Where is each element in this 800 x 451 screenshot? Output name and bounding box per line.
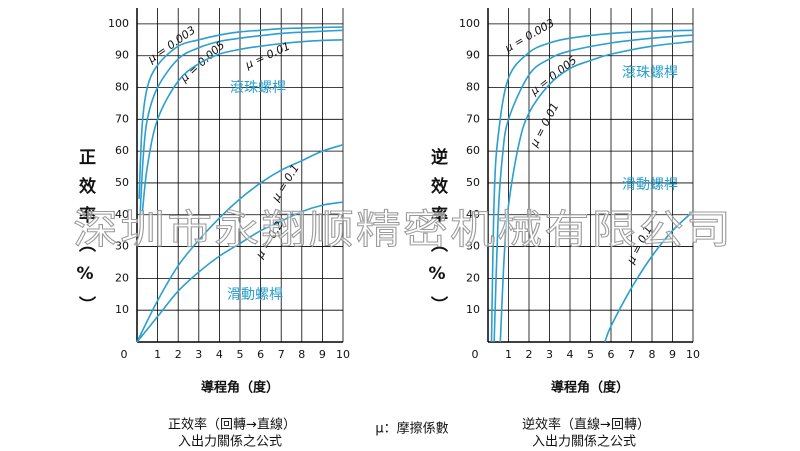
x-tick-label: 1 [154,348,161,361]
watermark: 深圳市永翔顺精密机械有限公司 [73,207,733,253]
y-axis-label: 正效率（%） [75,148,96,325]
x-tick-label: 7 [278,348,285,361]
line-series [138,26,344,199]
x-axis-label: 導程角（度） [551,380,629,396]
line-series [604,210,694,343]
x-tick-label: 4 [216,348,223,361]
x-tick-label: 2 [526,348,533,361]
line-series [493,34,694,343]
y-tick-label: 20 [115,271,129,284]
x-tick-label: 3 [195,348,202,361]
x-tick-label: 10 [336,348,350,361]
y-tick-label: 10 [115,303,129,316]
x-tick-label: 10 [686,348,700,361]
x-tick-label: 5 [237,348,244,361]
y-tick-label: 60 [466,144,480,157]
note: 入出力關係之公式 [178,435,282,450]
annotation: 滑動螺桿 [227,286,283,303]
line-series [141,39,344,215]
y-tick-label: 60 [115,144,129,157]
y-tick-label: 50 [115,176,129,189]
x-tick-label: 5 [587,348,594,361]
note: 逆效率（直線→回轉） [522,417,650,433]
x-tick-label: 3 [546,348,553,361]
y-tick-label: 20 [466,271,480,284]
x-tick-label: 6 [257,348,264,361]
annotation: 滑動螺桿 [622,176,678,193]
y-tick-label: 100 [459,17,480,30]
line-series [499,40,694,343]
line-series [136,201,344,343]
y-tick-label: 70 [466,112,480,125]
x-tick-label: 9 [319,348,326,361]
note: μ：摩擦係數 [375,421,448,437]
y-axis-label: 逆效率（%） [427,147,448,325]
x-tick-label: 7 [628,348,635,361]
y-tick-label: 90 [115,49,129,62]
x-tick-label: 0 [472,348,479,361]
line-series [136,144,344,343]
y-tick-label: 40 [115,208,129,221]
y-tick-label: 90 [466,49,480,62]
y-tick-label: 80 [466,81,480,94]
x-tick-label: 9 [669,348,676,361]
x-tick-label: 2 [175,348,182,361]
y-tick-label: 50 [466,176,480,189]
annotation: 滾珠螺桿 [230,80,286,96]
y-tick-label: 10 [466,303,480,316]
line-series [139,29,344,215]
annotation: 滾珠螺桿 [622,65,678,81]
y-tick-label: 30 [466,240,480,253]
x-tick-label: 8 [649,348,656,361]
x-tick-label: 4 [567,348,574,361]
series-label: μ = 0.003 [145,24,198,67]
x-tick-label: 8 [298,348,305,361]
x-tick-label: 0 [121,348,128,361]
series-label: μ = 0.005 [527,54,579,99]
note: 正效率（回轉→直線） [168,417,296,433]
y-tick-label: 30 [115,240,129,253]
x-tick-label: 6 [608,348,615,361]
y-tick-label: 40 [466,208,480,221]
line-series [490,29,694,343]
x-axis-label: 導程角（度） [201,380,279,396]
y-tick-label: 100 [108,17,129,30]
x-tick-label: 1 [505,348,512,361]
y-tick-label: 80 [115,81,129,94]
y-tick-label: 70 [115,112,129,125]
note: 入出力關係之公式 [532,435,636,450]
